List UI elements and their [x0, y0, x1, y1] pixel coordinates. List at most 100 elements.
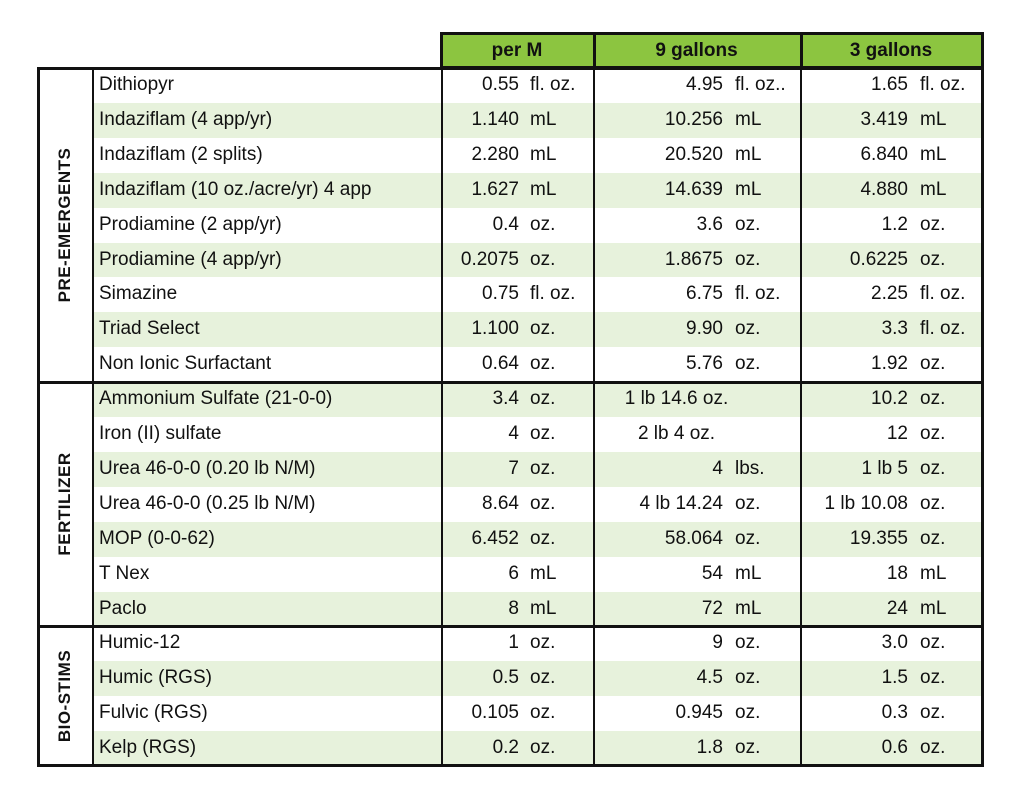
amount: 8.64 — [482, 492, 519, 514]
item-name: Prodiamine (4 app/yr) — [99, 248, 282, 270]
table-border — [37, 67, 984, 767]
unit: oz. — [920, 737, 946, 759]
unit: fl. oz.. — [735, 74, 786, 95]
unit: oz. — [735, 492, 761, 514]
item-name: Indaziflam (10 oz./acre/yr) 4 app — [99, 178, 372, 200]
unit: mL — [735, 178, 762, 200]
item-name: Fulvic (RGS) — [99, 702, 208, 724]
unit: oz. — [920, 702, 946, 724]
unit: oz. — [735, 353, 761, 375]
amount: 8 — [508, 597, 519, 619]
unit: oz. — [920, 667, 946, 689]
amount: 7 — [508, 457, 519, 479]
header-cell — [593, 33, 800, 68]
amount: 0.6225 — [849, 248, 908, 270]
item-name: Indaziflam (2 splits) — [99, 143, 263, 165]
amount: 10.256 — [664, 108, 723, 130]
unit: mL — [920, 143, 947, 165]
item-name: Ammonium Sulfate (21-0-0) — [99, 388, 333, 410]
column-line — [441, 68, 443, 766]
amount: 3.419 — [860, 108, 908, 130]
header-cell — [800, 33, 982, 68]
amount: 10.2 — [871, 388, 908, 410]
unit: oz. — [920, 388, 946, 410]
unit: oz. — [530, 318, 556, 340]
unit: mL — [920, 178, 947, 200]
amount: 20.520 — [664, 143, 723, 165]
unit: lbs. — [735, 457, 765, 479]
amount: 1 lb 10.08 — [824, 492, 908, 514]
row-shade — [92, 102, 982, 138]
amount: 9.90 — [686, 318, 723, 340]
header-border — [440, 32, 984, 69]
unit: mL — [530, 143, 557, 165]
unit: fl. oz. — [735, 283, 781, 305]
amount: 3.3 — [881, 318, 908, 340]
row-shade — [92, 172, 982, 208]
header-label: 9 gallons — [655, 40, 738, 61]
unit: oz. — [920, 527, 946, 549]
amount: 1.140 — [471, 108, 519, 130]
amount: 2.25 — [871, 283, 908, 305]
amount: 0.4 — [492, 213, 519, 235]
unit: mL — [735, 108, 762, 130]
header-cell — [441, 33, 593, 68]
column-line — [593, 68, 595, 766]
amount: 58.064 — [664, 527, 723, 549]
unit: oz. — [530, 388, 556, 410]
unit: fl. oz. — [530, 283, 576, 305]
amount: 2 lb 4 oz. — [637, 423, 716, 444]
row-shade — [92, 451, 982, 487]
unit: oz. — [735, 213, 761, 235]
amount: 3.6 — [696, 213, 723, 235]
item-name: MOP (0-0-62) — [99, 527, 215, 549]
item-name: Triad Select — [99, 318, 200, 340]
amount: 0.2075 — [460, 248, 519, 270]
amount: 4 lb 14.24 — [639, 492, 723, 514]
unit: mL — [735, 562, 762, 584]
unit: oz. — [735, 248, 761, 270]
column-line — [593, 33, 596, 68]
unit: oz. — [530, 527, 556, 549]
item-name: Non Ionic Surfactant — [99, 353, 272, 375]
item-name: Iron (II) sulfate — [99, 423, 222, 444]
unit: mL — [530, 178, 557, 200]
amount: 0.5 — [492, 667, 519, 689]
group-line — [37, 625, 984, 629]
amount: 9 — [712, 632, 723, 654]
item-name: Urea 46-0-0 (0.20 lb N/M) — [99, 457, 316, 479]
row-shade — [92, 242, 982, 278]
unit: oz. — [530, 248, 556, 270]
amount: 54 — [701, 562, 723, 584]
amount: 3.4 — [492, 388, 519, 410]
unit: mL — [920, 108, 947, 130]
amount: 1 lb 14.6 oz. — [624, 388, 729, 410]
column-line — [92, 68, 94, 766]
amount: 0.945 — [675, 702, 723, 724]
unit: mL — [530, 108, 557, 130]
amount: 4 — [712, 457, 723, 479]
amount: 0.2 — [492, 737, 519, 759]
unit: mL — [735, 143, 762, 165]
item-name: Prodiamine (2 app/yr) — [99, 213, 282, 235]
amount: 0.75 — [482, 283, 519, 305]
unit: oz. — [735, 702, 761, 724]
item-name: Simazine — [99, 283, 178, 305]
group-line — [37, 381, 984, 385]
unit: oz. — [735, 318, 761, 340]
item-name: Humic (RGS) — [99, 667, 212, 689]
amount: 1.627 — [471, 178, 519, 200]
amount: 1.5 — [881, 667, 908, 689]
unit: oz. — [735, 632, 761, 654]
unit: oz. — [735, 737, 761, 759]
unit: mL — [530, 597, 557, 619]
row-shade — [92, 521, 982, 557]
unit: fl. oz. — [530, 74, 576, 95]
unit: oz. — [920, 248, 946, 270]
amount: 2.280 — [471, 143, 519, 165]
amount: 4.5 — [696, 667, 723, 689]
amount: 24 — [886, 597, 908, 619]
unit: oz. — [920, 492, 946, 514]
amount: 1.2 — [881, 213, 908, 235]
